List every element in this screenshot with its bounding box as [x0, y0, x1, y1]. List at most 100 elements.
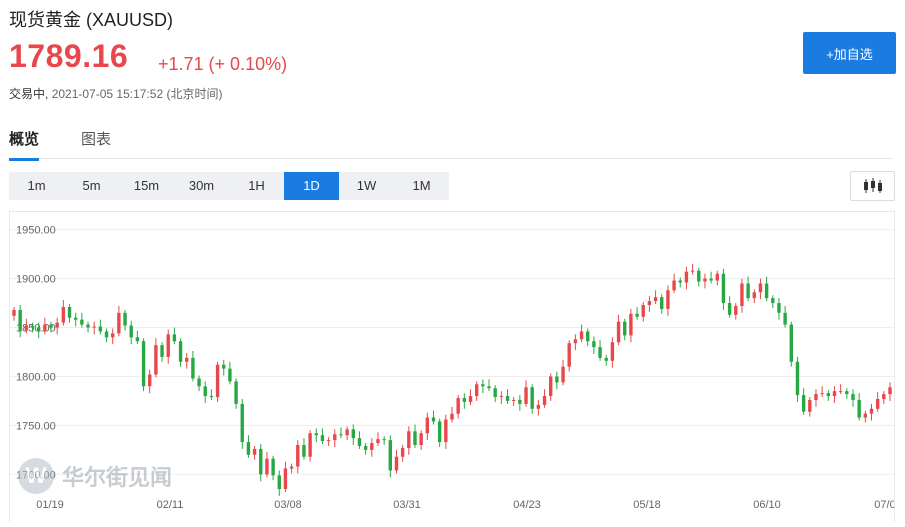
x-tick-label: 01/19 [36, 499, 64, 511]
candle-body [469, 396, 472, 402]
candle-body [401, 448, 404, 457]
candle-body [586, 331, 589, 341]
timeframe-1h[interactable]: 1H [229, 172, 284, 200]
candle-body [716, 274, 719, 281]
y-tick-label: 1800.00 [16, 371, 56, 383]
candle-body [790, 325, 793, 362]
candle-body [210, 396, 213, 397]
candle-body [561, 367, 564, 383]
candle-body [382, 439, 385, 440]
candle-body [648, 301, 651, 305]
timeframe-1d[interactable]: 1D [284, 172, 339, 200]
candle-body [55, 323, 58, 328]
candle-body [734, 306, 737, 315]
candle-body [105, 331, 108, 337]
candle-body [493, 388, 496, 397]
candle-body [339, 434, 342, 435]
candle-body [43, 325, 46, 332]
candle-body [796, 362, 799, 395]
candle-body [321, 435, 324, 441]
candle-body [888, 387, 891, 394]
candle-body [679, 281, 682, 283]
candle-body [37, 328, 40, 332]
candle-body [642, 305, 645, 317]
candle-body [86, 325, 89, 328]
timeframe-1w[interactable]: 1W [339, 172, 394, 200]
candle-body [666, 290, 669, 309]
candle-body [660, 297, 663, 309]
candle-body [93, 327, 96, 328]
candle-body [851, 394, 854, 400]
add-to-watchlist-button[interactable]: +加自选 [803, 32, 896, 74]
chart-type-button[interactable] [850, 171, 895, 201]
candle-body [241, 404, 244, 442]
candle-body [376, 439, 379, 443]
candle-body [654, 297, 657, 301]
candle-body [481, 384, 484, 386]
timeframe-1M[interactable]: 1M [394, 172, 449, 200]
candle-body [308, 433, 311, 456]
candle-body [99, 327, 102, 332]
candle-body [463, 398, 466, 402]
candle-body [820, 393, 823, 394]
candle-body [456, 398, 459, 414]
candle-body [506, 396, 509, 401]
candle-body [870, 409, 873, 414]
candle-body [136, 337, 139, 341]
candle-body [389, 440, 392, 470]
candle-body [580, 331, 583, 339]
x-tick-label: 03/31 [393, 499, 421, 511]
y-tick-label: 1850.00 [16, 323, 56, 335]
candle-body [783, 313, 786, 325]
candle-body [802, 395, 805, 412]
candlestick-icon [863, 178, 883, 194]
candle-body [882, 394, 885, 399]
candle-body [426, 418, 429, 434]
candle-body [253, 449, 256, 455]
candle-body [444, 420, 447, 443]
x-tick-label: 06/10 [753, 499, 781, 511]
candle-body [247, 442, 250, 455]
candle-body [598, 347, 601, 358]
candle-body [12, 310, 15, 316]
candle-body [759, 283, 762, 292]
candle-body [876, 399, 879, 409]
candle-body [635, 314, 638, 317]
candle-body [574, 339, 577, 343]
tab-chart[interactable]: 图表 [81, 128, 111, 149]
candle-body [765, 283, 768, 298]
instrument-title: 现货黄金 (XAUUSD) [9, 6, 173, 32]
candle-body [549, 376, 552, 396]
status-label: 交易中, [9, 87, 48, 101]
candle-body [555, 376, 558, 382]
candle-body [296, 445, 299, 467]
timeframe-30m[interactable]: 30m [174, 172, 229, 200]
watermark: W 华尔街见闻 [18, 458, 172, 494]
timeframe-1m[interactable]: 1m [9, 172, 64, 200]
watermark-logo-icon: W [18, 458, 54, 494]
candle-body [395, 457, 398, 471]
candle-body [148, 375, 151, 387]
candle-body [629, 314, 632, 336]
candle-body [302, 445, 305, 457]
candle-body [80, 320, 83, 325]
timeframe-5m[interactable]: 5m [64, 172, 119, 200]
status-timestamp: 2021-07-05 15:17:52 (北京时间) [52, 87, 223, 101]
candle-body [31, 326, 34, 328]
tab-overview[interactable]: 概览 [9, 128, 39, 149]
y-tick-label: 1950.00 [16, 225, 56, 237]
candle-body [524, 387, 527, 404]
candle-body [864, 414, 867, 418]
candle-body [204, 386, 207, 396]
candle-body [432, 418, 435, 422]
x-tick-label: 07/0 [874, 499, 894, 511]
candle-body [370, 443, 373, 450]
candle-body [111, 333, 114, 337]
timeframe-15m[interactable]: 15m [119, 172, 174, 200]
candle-body [358, 438, 361, 446]
candle-body [833, 391, 836, 396]
candle-body [185, 358, 188, 362]
candle-body [808, 400, 811, 412]
candle-body [364, 446, 367, 450]
candle-body [697, 271, 700, 282]
